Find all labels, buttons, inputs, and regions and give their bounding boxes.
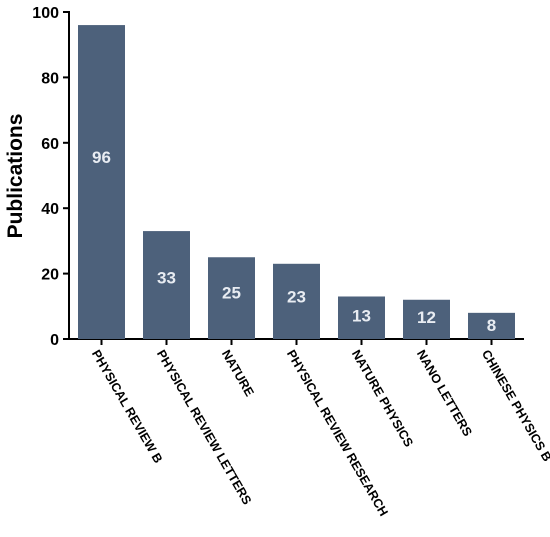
bar-value-label: 25	[222, 284, 241, 303]
y-axis-label: Publications	[4, 114, 27, 239]
y-tick-label: 20	[41, 267, 59, 284]
bar	[78, 25, 125, 340]
x-category-label: NATURE PHYSICS	[349, 348, 416, 450]
bar	[338, 296, 385, 339]
y-tick-label: 40	[41, 201, 59, 218]
y-tick-label: 100	[32, 5, 59, 22]
y-tick-label: 80	[41, 70, 59, 87]
bar-value-label: 96	[92, 148, 111, 167]
bar	[208, 257, 255, 339]
bar-value-label: 8	[487, 316, 496, 335]
x-category-label: PHYSICAL REVIEW B	[89, 348, 165, 466]
bar-value-label: 13	[352, 306, 371, 325]
bar-value-label: 23	[287, 287, 306, 306]
x-category-label: NANO LETTERS	[414, 348, 475, 439]
y-tick-label: 0	[50, 332, 59, 349]
bar	[143, 231, 190, 339]
bar-value-label: 12	[417, 308, 436, 327]
bars: 96 33 25 23 13 12 8	[78, 25, 515, 340]
x-category-label: CHINESE PHYSICS B	[479, 348, 550, 464]
bar	[468, 312, 515, 339]
bar-value-label: 33	[157, 268, 176, 287]
x-category-label: NATURE	[219, 348, 257, 399]
bar	[273, 263, 320, 339]
y-axis: 0 20 40 60 80 100	[32, 5, 70, 349]
bar	[403, 299, 450, 339]
y-tick-label: 60	[41, 136, 59, 153]
